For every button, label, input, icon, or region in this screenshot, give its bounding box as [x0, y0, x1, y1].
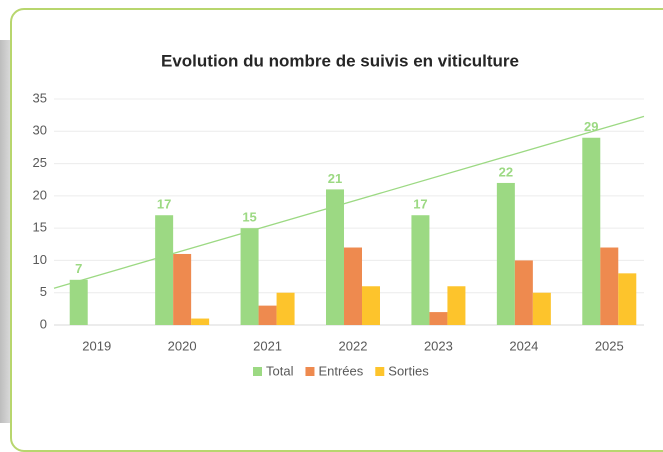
- y-tick-label: 20: [33, 187, 47, 202]
- x-tick-label: 2021: [253, 338, 282, 353]
- bar: [618, 273, 637, 325]
- bar: [326, 189, 344, 325]
- legend-label: Sorties: [388, 363, 429, 378]
- bar: [155, 215, 174, 325]
- bar: [600, 247, 619, 325]
- bar: [514, 260, 533, 325]
- page: Evolution du nombre de suivis en viticul…: [0, 8, 663, 452]
- chart-title: Evolution du nombre de suivis en viticul…: [161, 51, 519, 70]
- y-tick-label: 35: [33, 90, 47, 105]
- bar: [429, 312, 448, 325]
- bar: [582, 137, 601, 325]
- legend-swatch: [375, 367, 385, 376]
- bar: [344, 247, 362, 325]
- y-tick-label: 5: [40, 284, 47, 299]
- y-tick-label: 0: [40, 316, 47, 331]
- x-tick-label: 2025: [595, 338, 624, 353]
- y-tick-label: 25: [33, 155, 47, 170]
- y-tick-label: 10: [33, 252, 47, 267]
- data-label: 22: [499, 164, 513, 179]
- bar: [240, 228, 259, 325]
- y-tick-label: 30: [33, 123, 47, 138]
- bar: [447, 286, 466, 325]
- bar: [496, 182, 515, 325]
- chart: Evolution du nombre de suivis en viticul…: [33, 51, 645, 378]
- bar: [362, 286, 380, 325]
- legend-label: Entrées: [318, 363, 363, 378]
- data-label: 17: [157, 197, 171, 212]
- legend-swatch: [253, 367, 262, 376]
- bar: [411, 215, 430, 325]
- data-label: 21: [328, 171, 342, 186]
- trendline: [53, 115, 645, 289]
- x-tick-label: 2019: [82, 338, 111, 353]
- bar: [532, 292, 551, 325]
- x-tick-label: 2024: [509, 338, 538, 353]
- legend-label: Total: [266, 363, 294, 378]
- y-tick-label: 15: [33, 220, 47, 235]
- bar: [258, 305, 277, 325]
- legend-swatch: [305, 367, 315, 376]
- bar: [173, 253, 192, 325]
- data-label: 17: [413, 197, 427, 212]
- bar: [276, 292, 295, 325]
- bar: [191, 318, 210, 325]
- bar: [69, 279, 88, 325]
- x-tick-label: 2022: [339, 338, 368, 353]
- x-tick-label: 2020: [168, 338, 197, 353]
- x-tick-label: 2023: [424, 338, 453, 353]
- data-label: 7: [75, 261, 82, 276]
- data-label: 15: [242, 210, 256, 225]
